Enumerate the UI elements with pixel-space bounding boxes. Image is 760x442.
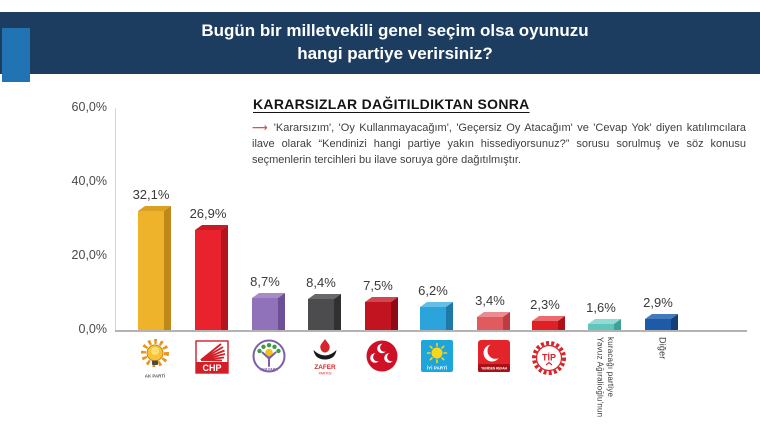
bar-top-yrp [477, 312, 510, 317]
bar-top-chp [195, 225, 228, 230]
akparti-lightbulb-icon: AK PARTİ [141, 339, 169, 379]
svg-text:CHP: CHP [202, 363, 221, 373]
party-logo-iyi: İYİ PARTİ [415, 338, 459, 384]
mhp-three-crescents-icon [366, 340, 398, 372]
bar-value-mhp: 7,5% [363, 278, 393, 293]
iyi-sun-icon: İYİ PARTİ [421, 340, 453, 372]
bar-side-akparti [164, 206, 171, 330]
dem-circle-icon: DEM PARTİ [252, 339, 286, 373]
bar-value-akparti: 32,1% [132, 187, 170, 202]
svg-text:İYİ PARTİ: İYİ PARTİ [427, 365, 447, 371]
bar-top-zafer [308, 294, 341, 299]
svg-text:ZAFER: ZAFER [314, 364, 336, 371]
bar-top-akparti [138, 206, 171, 211]
bar-side-tip [558, 316, 565, 330]
annotation-arrow-icon: ⟶ [252, 122, 268, 134]
y-tick-label: 0,0% [78, 322, 108, 336]
bar-value-yavuz: 1,6% [586, 300, 616, 315]
bar-side-dem [278, 293, 285, 330]
y-tick-label: 40,0% [71, 174, 107, 188]
bar-chp [195, 230, 221, 330]
bar-value-dem: 8,7% [250, 274, 280, 289]
yeniden-refah-crescent-icon: YENİDEN REFAH [478, 340, 510, 372]
bar-side-chp [221, 225, 228, 330]
bar-zafer [308, 299, 334, 330]
zafer-flame-icon: ZAFER PARTİSİ [313, 339, 337, 376]
x-label-yavuz-line2: kuracağı partiye [605, 337, 615, 398]
svg-text:DEM PARTİ: DEM PARTİ [260, 368, 278, 372]
bar-value-yrp: 3,4% [475, 293, 505, 308]
bar-side-mhp [391, 297, 398, 330]
x-label-diger: Diğer [657, 337, 668, 360]
svg-text:TİP: TİP [542, 353, 556, 363]
party-logo-mhp [360, 338, 404, 384]
bar-mhp [365, 302, 391, 330]
bar-iyi [420, 307, 446, 330]
bar-side-diger [671, 314, 678, 330]
header-accent-square [2, 28, 30, 82]
bar-top-dem [252, 293, 285, 298]
bar-side-zafer [334, 294, 341, 330]
bar-top-iyi [420, 302, 453, 307]
bar-side-iyi [446, 302, 453, 330]
bar-yavuz [588, 324, 614, 330]
x-axis-baseline [115, 330, 747, 332]
svg-text:PARTİSİ: PARTİSİ [319, 371, 332, 376]
bar-tip [532, 321, 558, 330]
bar-value-iyi: 6,2% [418, 283, 448, 298]
chart-title: KARARSIZLAR DAĞITILDIKTAN SONRA [253, 96, 530, 112]
header-question-line1: Bugün bir milletvekili genel seçim olsa … [201, 21, 589, 41]
party-logo-tip: TİP [527, 338, 571, 384]
bar-value-tip: 2,3% [530, 297, 560, 312]
party-logo-akparti: AK PARTİ [133, 338, 177, 384]
party-logo-zafer: ZAFER PARTİSİ [303, 338, 347, 384]
bar-side-yavuz [614, 319, 621, 330]
x-label-yavuz: Yavuz Ağıralioğlu'nun kuracağı partiye [594, 337, 615, 425]
bar-diger [645, 319, 671, 330]
bar-top-yavuz [588, 319, 621, 324]
bar-value-diger: 2,9% [643, 295, 673, 310]
x-label-yavuz-line1: Yavuz Ağıralioğlu'nun [595, 337, 605, 418]
y-tick-label: 20,0% [71, 248, 107, 262]
bar-top-mhp [365, 297, 398, 302]
annotation-body: 'Kararsızım', 'Oy Kullanmayacağım', 'Geç… [252, 122, 746, 166]
bar-top-diger [645, 314, 678, 319]
tip-gear-icon: TİP [532, 341, 566, 375]
header-question-line2: hangi partiye verirsiniz? [297, 44, 493, 63]
party-logo-yrp: YENİDEN REFAH [472, 338, 516, 384]
header-band: Bugün bir milletvekili genel seçim olsa … [0, 12, 760, 82]
bar-value-chp: 26,9% [189, 206, 227, 221]
bar-value-zafer: 8,4% [306, 275, 336, 290]
bar-side-yrp [503, 312, 510, 330]
svg-text:YENİDEN REFAH: YENİDEN REFAH [481, 367, 508, 371]
bar-akparti [138, 211, 164, 330]
y-tick-label: 60,0% [71, 100, 107, 114]
party-logo-dem: DEM PARTİ [247, 338, 291, 384]
chp-six-arrows-icon: CHP [195, 340, 229, 374]
party-logo-chp: CHP [190, 338, 234, 384]
y-axis-line [115, 108, 116, 331]
svg-text:AK PARTİ: AK PARTİ [145, 374, 165, 379]
annotation-text: ⟶ 'Kararsızım', 'Oy Kullanmayacağım', 'Ge… [252, 121, 746, 169]
bar-dem [252, 298, 278, 330]
bar-yrp [477, 317, 503, 330]
header-question: Bugün bir milletvekili genel seçim olsa … [40, 12, 750, 74]
bar-top-tip [532, 316, 565, 321]
